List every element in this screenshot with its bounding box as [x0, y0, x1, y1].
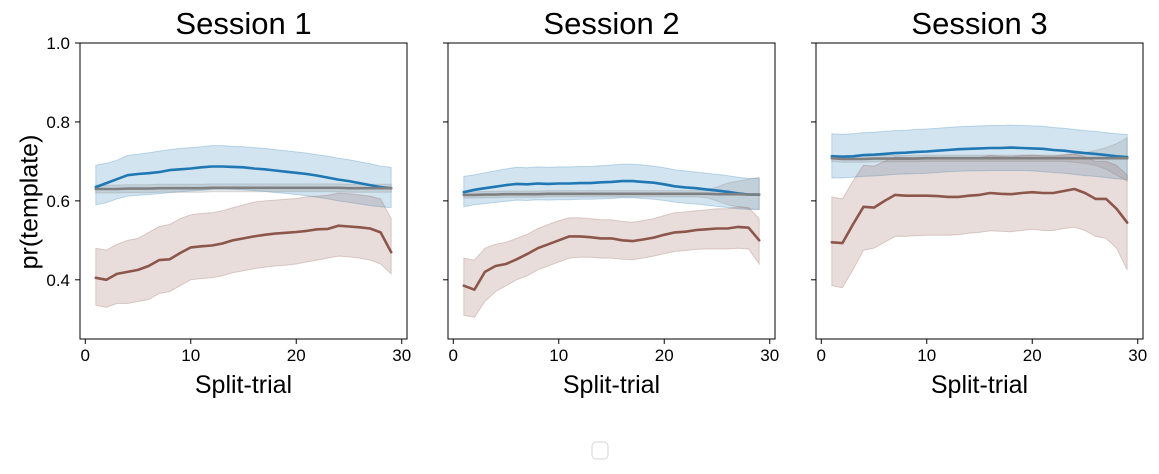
- panel-title: Session 3: [911, 6, 1047, 41]
- x-tick-label: 10: [917, 346, 936, 365]
- y-tick-label: 0.6: [46, 192, 70, 211]
- x-tick-label: 20: [287, 346, 306, 365]
- series-line-1: [462, 179, 761, 196]
- x-tick-label: 10: [549, 346, 568, 365]
- panel-title: Session 1: [175, 6, 311, 41]
- y-axis-label-text: pr(template): [16, 135, 44, 270]
- series-line-2: [830, 156, 1129, 161]
- confidence-band-series-1: [831, 124, 1128, 181]
- confidence-band-series-3: [831, 152, 1128, 289]
- x-axis-label: Split-trial: [563, 371, 660, 399]
- y-tick-label: 0.8: [46, 113, 70, 132]
- series-line-2: [94, 186, 393, 191]
- y-axis-label: pr(template): [16, 135, 44, 270]
- x-tick-label: 30: [392, 346, 411, 365]
- x-tick-label: 30: [1128, 346, 1147, 365]
- panel-1: 0 10 20 30 0.4 0.6 0.8 1.0 Session 1 Split-trial: [46, 6, 411, 399]
- panel-2: 0 10 20 30 Session 2 Split-trial: [443, 6, 779, 399]
- series-line-2: [462, 192, 761, 197]
- y-tick-label: 1.0: [46, 34, 70, 53]
- x-tick-label: 20: [1023, 346, 1042, 365]
- x-tick-label: 0: [817, 346, 826, 365]
- panel-3: 0 10 20 30 Session 3 Split-trial: [811, 6, 1147, 399]
- confidence-band-series-3: [95, 192, 392, 308]
- panel-title: Session 2: [543, 6, 679, 41]
- x-tick-label: 0: [81, 346, 90, 365]
- series-line-3: [462, 225, 761, 292]
- confidence-band-series-1: [95, 145, 392, 209]
- axes-frame: [815, 42, 1144, 340]
- series-line-1: [830, 146, 1129, 159]
- series-line-3: [830, 187, 1129, 245]
- x-tick-label: 10: [181, 346, 200, 365]
- series-line-3: [94, 224, 393, 282]
- confidence-band-series-1: [463, 163, 760, 210]
- x-tick-label: 20: [655, 346, 674, 365]
- series-line-1: [94, 165, 393, 190]
- legend-box: [591, 441, 609, 460]
- axes-frame: [79, 42, 408, 340]
- x-axis-label: Split-trial: [195, 371, 292, 399]
- confidence-band-series-3: [463, 206, 760, 318]
- x-tick-label: 0: [449, 346, 458, 365]
- x-tick-label: 30: [760, 346, 779, 365]
- axes-frame: [447, 42, 776, 340]
- y-tick-label: 0.4: [46, 271, 70, 290]
- x-axis-label: Split-trial: [931, 371, 1028, 399]
